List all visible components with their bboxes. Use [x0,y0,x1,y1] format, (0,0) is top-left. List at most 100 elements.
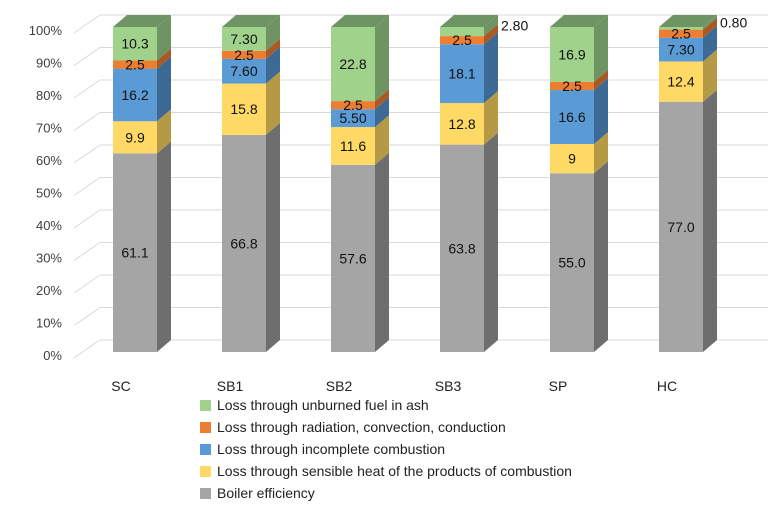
legend-swatch [200,422,211,433]
bar-segment-side [266,46,280,84]
bar-segment-front [331,127,375,165]
bar-segment-front [222,27,266,51]
legend-swatch [200,444,211,455]
data-label: 7.30 [667,42,694,58]
bar-segment-side [375,15,389,102]
bar-segment-front [440,27,484,37]
bar-segment-front [331,101,375,110]
bar-segment-front [113,68,157,122]
bar-segment-front [440,103,484,145]
data-label: 77.0 [667,219,694,235]
x-tick-label: SB2 [326,378,353,394]
bar-segment-front [222,134,266,352]
bar-segment-front [113,121,157,154]
bar-segment-side [484,91,498,145]
data-label: 2.80 [501,18,528,34]
y-tick-label: 10% [36,316,62,331]
legend-swatch [200,488,211,499]
bar-segment-side [703,25,717,62]
data-label: 7.60 [230,63,257,79]
gridline [73,209,768,229]
data-label: 2.5 [343,97,363,113]
bar-segment-side [157,141,171,352]
bar-segment-side [375,97,389,128]
bar-segment-side [594,78,608,144]
bar-segment-side [594,69,608,91]
data-label: 57.6 [339,250,366,266]
bar-segment-front [222,58,266,84]
bar-segment-side [375,115,389,165]
bar-segment-side [594,132,608,174]
data-label: 15.8 [230,101,257,117]
bar-segment-front [550,173,594,352]
bar-segment-front [659,61,703,102]
bar-segment-front [440,44,484,104]
bar-segment-top [659,15,717,27]
data-label: 11.6 [340,138,366,154]
bar-segment-top [222,15,280,27]
bar-segment-side [484,32,498,104]
bar-segment-top [113,15,171,27]
bar-segment-top [440,15,498,27]
legend-swatch [200,400,211,411]
y-tick-label: 40% [36,218,62,233]
data-label: 12.4 [667,74,694,90]
bar-segment-side [484,24,498,45]
gridline [73,144,768,164]
bar-segment-side [703,15,717,30]
bar-segment-front [659,27,703,30]
data-label: 9 [568,151,576,167]
gridline [73,274,768,294]
x-tick-label: SC [111,378,130,394]
bar-segment-side [266,71,280,135]
data-label: 5.50 [339,110,366,126]
data-label: 10.3 [121,36,148,52]
data-label: 9.9 [125,129,145,145]
data-label: 2.5 [562,78,582,94]
data-label: 2.5 [234,47,254,63]
data-label: 22.8 [339,56,366,72]
x-tick-label: HC [657,378,677,394]
bar-segment-front [113,27,157,61]
bar-segment-top [331,15,389,27]
bar-segment-side [157,48,171,69]
y-tick-label: 60% [36,153,62,168]
y-tick-label: 0% [43,348,62,363]
bar-segment-side [484,132,498,352]
data-label: 55.0 [558,255,585,271]
bar-segment-front [331,109,375,128]
bar-segment-front [113,60,157,69]
bar-segment-front [659,37,703,62]
legend-entry: Loss through radiation, convection, cond… [217,419,506,435]
legend-entry: Boiler efficiency [217,485,315,501]
y-tick-label: 50% [36,186,62,201]
y-tick-label: 30% [36,251,62,266]
bar-segment-front [550,81,594,91]
bar-segment-front [550,90,594,144]
bar-segment-front [331,164,375,352]
bar-segment-front [659,29,703,38]
y-tick-label: 100% [29,23,63,38]
data-label: 2.5 [125,57,145,73]
bar-segment-top [550,15,608,27]
bar-segment-front [222,50,266,59]
bar-segment-side [266,122,280,353]
bar-segment-side [375,152,389,352]
bar-segment-front [440,144,484,352]
data-label: 2.5 [452,32,472,48]
y-tick-label: 90% [36,56,62,71]
bar-segment-side [157,109,171,154]
bar-segment-side [375,89,389,110]
bar-segment-side [703,49,717,102]
bar-segment-front [440,36,484,45]
gridline [73,14,768,34]
data-label: 63.8 [448,240,475,256]
x-tick-label: SB3 [435,378,462,394]
y-tick-label: 70% [36,121,62,136]
bar-segment-front [113,153,157,352]
bar-segment-side [703,17,717,38]
gridline [73,242,768,261]
x-tick-label: SP [549,378,568,394]
bar-segment-side [266,38,280,59]
